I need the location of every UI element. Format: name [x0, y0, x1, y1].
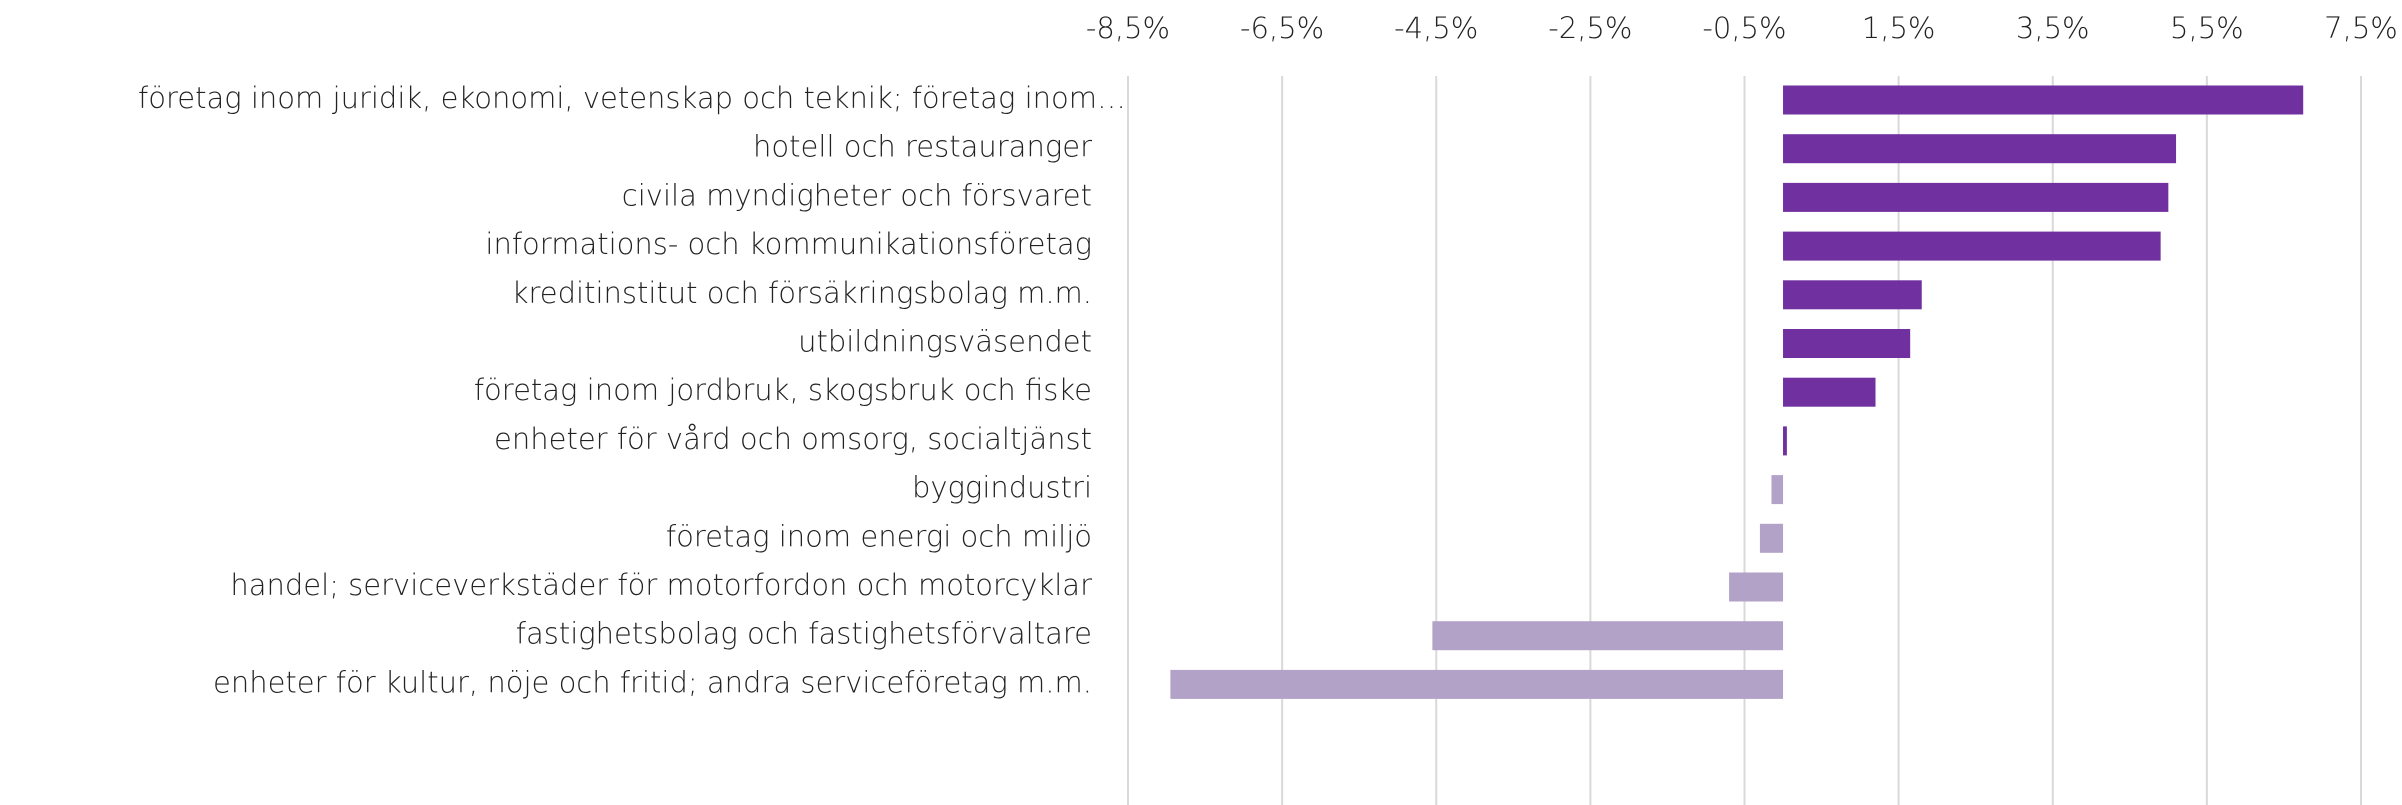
category-label: informations- och kommunikationsföretag: [485, 227, 1092, 261]
category-label: enheter för kultur, nöje och fritid; and…: [213, 665, 1092, 699]
bar: [1771, 475, 1784, 505]
x-tick-label: 3,5%: [2016, 11, 2090, 45]
bar: [1783, 231, 2161, 261]
bar: [1783, 182, 2169, 212]
category-label: utbildningsväsendet: [798, 325, 1092, 359]
x-tick-label: 1,5%: [1862, 11, 1936, 45]
bar: [1759, 523, 1784, 553]
bar: [1170, 669, 1784, 699]
bar: [1783, 134, 2177, 164]
x-tick-label: -4,5%: [1394, 11, 1478, 45]
x-tick-label: -0,5%: [1702, 11, 1786, 45]
bar: [1783, 85, 2304, 115]
bar: [1432, 621, 1784, 651]
bar: [1783, 280, 1922, 310]
category-label: kreditinstitut och försäkringsbolag m.m.: [512, 276, 1092, 310]
x-tick-label: -6,5%: [1240, 11, 1324, 45]
x-tick-label: -8,5%: [1086, 11, 1170, 45]
category-label: företag inom jordbruk, skogsbruk och fis…: [474, 373, 1092, 407]
x-tick-label: 5,5%: [2170, 11, 2244, 45]
bar: [1783, 377, 1876, 407]
category-label: hotell och restauranger: [753, 130, 1092, 164]
bar: [1729, 572, 1784, 602]
category-label: företag inom juridik, ekonomi, vetenskap…: [138, 81, 1126, 115]
category-label: enheter för vård och omsorg, socialtjäns…: [494, 422, 1092, 456]
category-label: byggindustri: [912, 471, 1092, 505]
x-tick-label: -2,5%: [1548, 11, 1632, 45]
x-tick-label: 7,5%: [2324, 11, 2398, 45]
category-label: civila myndigheter och försvaret: [622, 178, 1092, 212]
category-label: handel; serviceverkstäder för motorfordo…: [230, 568, 1092, 602]
category-label: fastighetsbolag och fastighetsförvaltare: [516, 617, 1092, 651]
bar: [1783, 329, 1911, 358]
bar: [1783, 426, 1787, 456]
category-label: företag inom energi och miljö: [666, 519, 1092, 553]
